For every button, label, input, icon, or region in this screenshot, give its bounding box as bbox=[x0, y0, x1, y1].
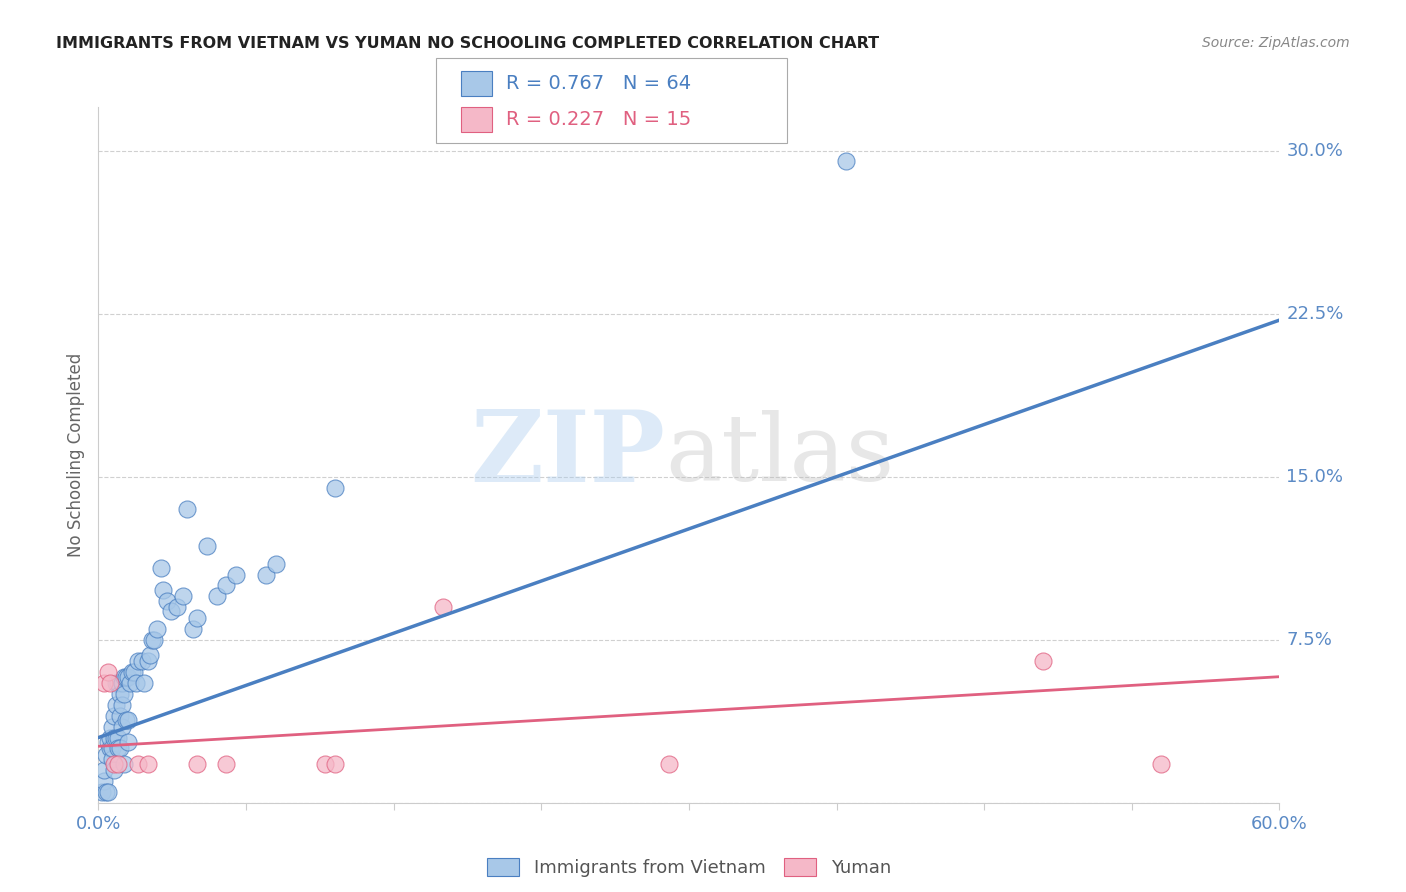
Point bbox=[186, 611, 208, 625]
Text: 7.5%: 7.5% bbox=[1286, 631, 1333, 648]
Point bbox=[103, 756, 125, 771]
Text: R = 0.227   N = 15: R = 0.227 N = 15 bbox=[506, 110, 692, 128]
Point bbox=[215, 756, 238, 771]
Point bbox=[131, 655, 153, 669]
Point bbox=[156, 593, 179, 607]
Text: R = 0.767   N = 64: R = 0.767 N = 64 bbox=[506, 74, 692, 93]
Point bbox=[91, 785, 114, 799]
Text: ZIP: ZIP bbox=[471, 407, 665, 503]
Point bbox=[107, 676, 129, 690]
Point bbox=[97, 785, 120, 799]
Point bbox=[93, 676, 115, 690]
Point bbox=[93, 774, 115, 789]
Point bbox=[98, 731, 121, 745]
Point bbox=[314, 756, 336, 771]
Point bbox=[117, 713, 139, 727]
Point bbox=[112, 756, 135, 771]
Point bbox=[107, 741, 129, 756]
Point bbox=[215, 578, 238, 592]
Point bbox=[111, 676, 134, 690]
Point bbox=[181, 622, 204, 636]
Point bbox=[118, 676, 141, 690]
Point bbox=[176, 502, 198, 516]
Point bbox=[103, 708, 125, 723]
Legend: Immigrants from Vietnam, Yuman: Immigrants from Vietnam, Yuman bbox=[479, 850, 898, 884]
Point bbox=[150, 561, 173, 575]
Point bbox=[103, 763, 125, 777]
Point bbox=[254, 567, 277, 582]
Text: Source: ZipAtlas.com: Source: ZipAtlas.com bbox=[1202, 36, 1350, 50]
Text: IMMIGRANTS FROM VIETNAM VS YUMAN NO SCHOOLING COMPLETED CORRELATION CHART: IMMIGRANTS FROM VIETNAM VS YUMAN NO SCHO… bbox=[56, 36, 879, 51]
Point bbox=[160, 605, 183, 619]
Point bbox=[166, 600, 188, 615]
Y-axis label: No Schooling Completed: No Schooling Completed bbox=[66, 353, 84, 557]
Point bbox=[125, 676, 148, 690]
Text: 22.5%: 22.5% bbox=[1286, 304, 1344, 323]
Point bbox=[152, 582, 174, 597]
Point bbox=[101, 741, 124, 756]
Point bbox=[658, 756, 681, 771]
Point bbox=[96, 785, 118, 799]
Point bbox=[122, 665, 145, 680]
Point bbox=[108, 741, 131, 756]
Point bbox=[323, 481, 346, 495]
Text: 30.0%: 30.0% bbox=[1286, 142, 1343, 160]
Point bbox=[108, 708, 131, 723]
Point bbox=[146, 622, 169, 636]
Point bbox=[127, 655, 149, 669]
Point bbox=[98, 676, 121, 690]
Point bbox=[225, 567, 247, 582]
Point bbox=[96, 747, 118, 762]
Point bbox=[117, 670, 139, 684]
Point bbox=[117, 735, 139, 749]
Point bbox=[121, 665, 143, 680]
Point bbox=[115, 670, 138, 684]
Point bbox=[136, 756, 159, 771]
Point bbox=[172, 589, 194, 603]
Point bbox=[195, 539, 218, 553]
Text: atlas: atlas bbox=[665, 410, 894, 500]
Text: 15.0%: 15.0% bbox=[1286, 467, 1344, 485]
Point bbox=[127, 756, 149, 771]
Point bbox=[264, 557, 287, 571]
Point bbox=[1150, 756, 1173, 771]
Point bbox=[138, 648, 160, 662]
Point bbox=[101, 720, 124, 734]
Point bbox=[205, 589, 228, 603]
Point bbox=[132, 676, 155, 690]
Point bbox=[835, 154, 858, 169]
Point bbox=[112, 670, 135, 684]
Point bbox=[107, 756, 129, 771]
Point bbox=[101, 752, 124, 766]
Point bbox=[108, 687, 131, 701]
Point bbox=[111, 720, 134, 734]
Point bbox=[111, 698, 134, 712]
Point bbox=[1032, 655, 1054, 669]
Point bbox=[98, 741, 121, 756]
Point bbox=[97, 665, 120, 680]
Point bbox=[105, 676, 128, 690]
Point bbox=[142, 632, 165, 647]
Point bbox=[323, 756, 346, 771]
Point bbox=[112, 687, 135, 701]
Point bbox=[186, 756, 208, 771]
Point bbox=[115, 713, 138, 727]
Point bbox=[93, 763, 115, 777]
Point bbox=[103, 731, 125, 745]
Point bbox=[105, 698, 128, 712]
Point bbox=[136, 655, 159, 669]
Point bbox=[432, 600, 454, 615]
Point bbox=[105, 731, 128, 745]
Point bbox=[97, 735, 120, 749]
Point bbox=[107, 731, 129, 745]
Point bbox=[141, 632, 163, 647]
